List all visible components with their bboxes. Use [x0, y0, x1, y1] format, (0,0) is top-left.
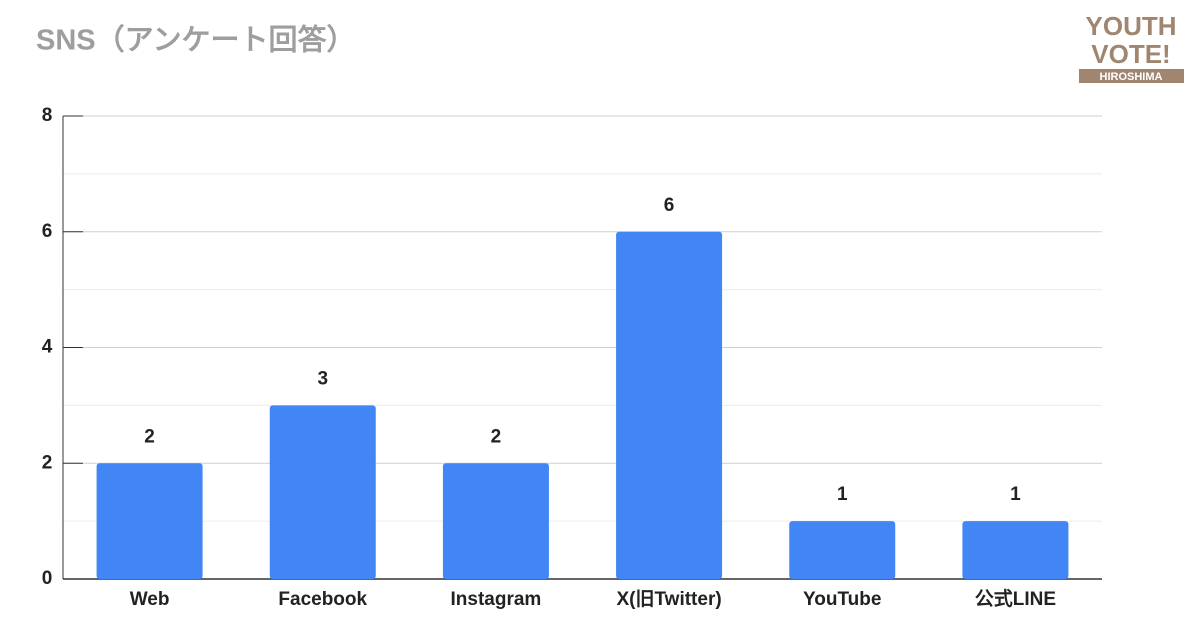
y-tick-label: 0	[42, 568, 53, 589]
bar	[269, 405, 376, 579]
x-tick-label: Facebook	[278, 589, 367, 610]
y-tick-label: 2	[42, 452, 53, 473]
bar	[962, 521, 1069, 579]
x-tick-label: X(旧Twitter)	[616, 588, 721, 610]
x-tick-label: YouTube	[803, 589, 881, 610]
data-label: 3	[317, 368, 328, 389]
bar	[96, 463, 203, 579]
data-label: 2	[144, 426, 155, 447]
data-label: 1	[837, 484, 848, 505]
x-tick-label: 公式LINE	[975, 587, 1056, 610]
x-tick-label: Web	[130, 589, 170, 610]
y-tick-label: 8	[42, 105, 53, 126]
logo-band	[1079, 69, 1184, 83]
logo-line: YOUTH	[1086, 11, 1177, 41]
data-label: 1	[1010, 484, 1021, 505]
data-label: 2	[491, 426, 502, 447]
bar	[789, 521, 896, 579]
logo-line: HIROSHIMA	[1100, 71, 1163, 83]
y-tick-label: 6	[42, 221, 53, 242]
logo: YOUTH VOTE! HIROSHIMA	[1079, 11, 1184, 83]
logo-line: VOTE!	[1091, 39, 1170, 69]
x-tick-label: Instagram	[451, 589, 542, 610]
bar	[616, 231, 723, 579]
chart-title: SNS（アンケート回答）	[36, 23, 355, 57]
y-tick-label: 4	[42, 337, 53, 358]
data-label: 6	[664, 195, 675, 216]
bar	[442, 463, 549, 579]
